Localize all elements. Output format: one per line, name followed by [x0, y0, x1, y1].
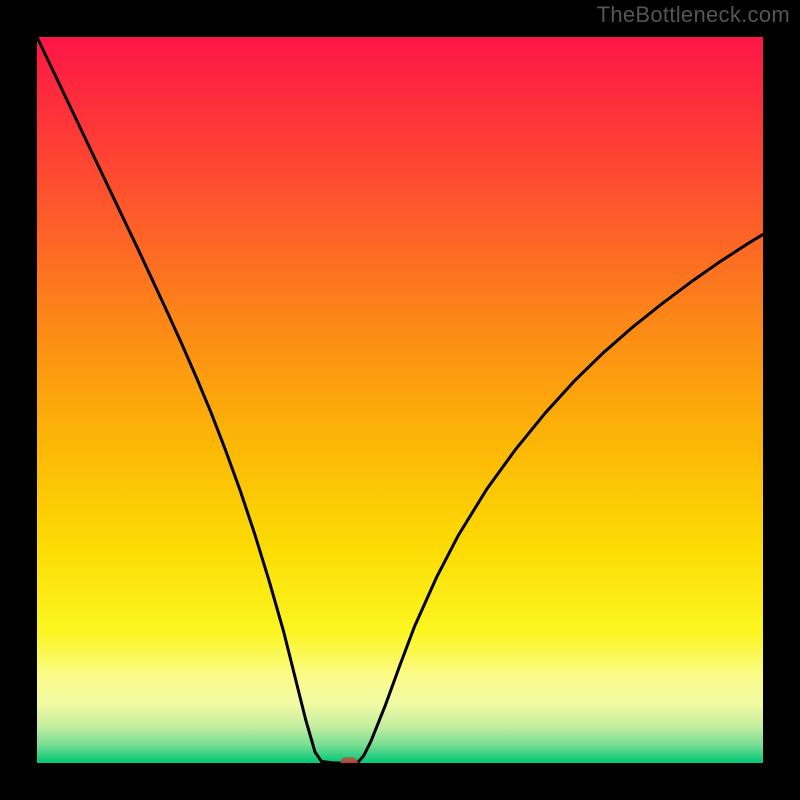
watermark-text: TheBottleneck.com: [597, 2, 790, 28]
plot-background: [37, 37, 763, 763]
bottleneck-chart: [0, 0, 800, 800]
